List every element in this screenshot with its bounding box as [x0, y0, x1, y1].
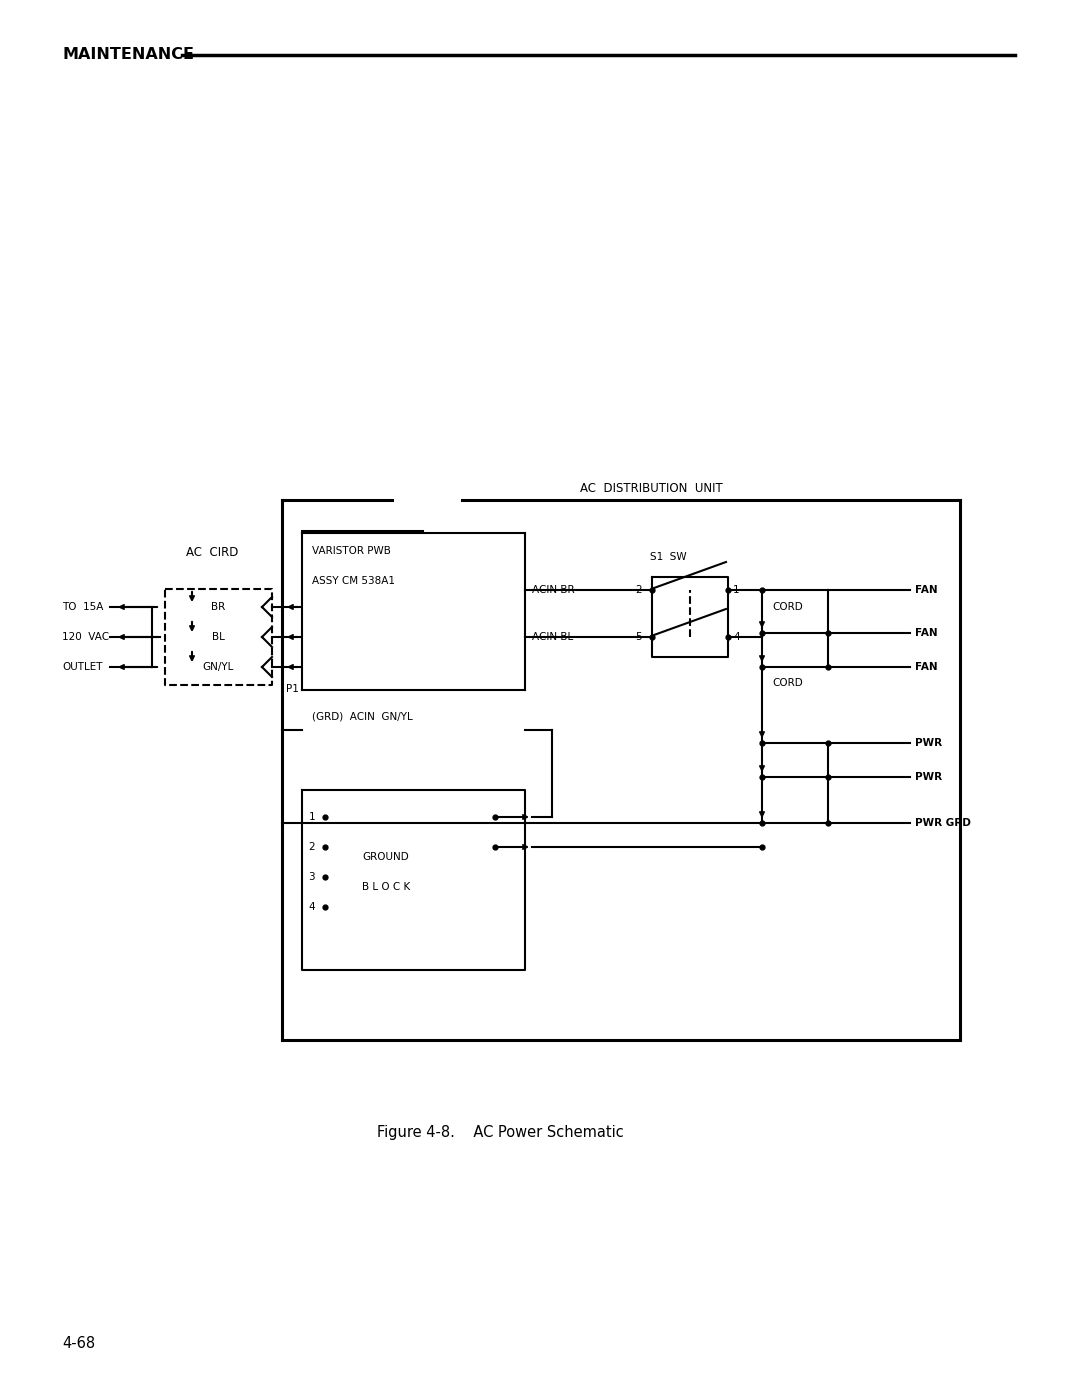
Text: 4: 4 [733, 632, 740, 642]
Text: GROUND: GROUND [362, 852, 408, 862]
Text: PWR GRD: PWR GRD [915, 817, 971, 829]
Text: B L O C K: B L O C K [362, 882, 410, 891]
Text: (GRD)  ACIN  GN/YL: (GRD) ACIN GN/YL [312, 711, 413, 723]
Text: S1  SW: S1 SW [650, 552, 686, 562]
Text: Figure 4-8.    AC Power Schematic: Figure 4-8. AC Power Schematic [377, 1126, 623, 1141]
Text: TO  15A: TO 15A [62, 603, 104, 612]
Text: BR: BR [211, 603, 225, 612]
Text: BL: BL [212, 632, 225, 642]
Text: FAN: FAN [915, 663, 937, 672]
Text: OUTLET: OUTLET [62, 663, 103, 672]
Text: PWR: PWR [915, 738, 942, 748]
Text: 120  VAC: 120 VAC [62, 632, 109, 642]
Text: CORD: CORD [772, 678, 802, 688]
Text: PWR: PWR [915, 771, 942, 783]
Text: 2: 2 [635, 585, 642, 596]
Text: ASSY CM 538A1: ASSY CM 538A1 [312, 576, 395, 586]
Text: 2: 2 [309, 843, 315, 852]
Text: AC  DISTRIBUTION  UNIT: AC DISTRIBUTION UNIT [580, 481, 723, 494]
Text: GN/YL: GN/YL [202, 663, 233, 672]
Text: 1: 1 [309, 812, 315, 822]
Text: VARISTOR PWB: VARISTOR PWB [312, 545, 391, 557]
Text: 1: 1 [733, 585, 740, 596]
Text: FAN: FAN [915, 585, 937, 596]
Text: ACIN BL: ACIN BL [532, 632, 573, 642]
Text: FAN: FAN [915, 628, 937, 638]
Text: 5: 5 [635, 632, 642, 642]
Text: CORD: CORD [772, 603, 802, 612]
Text: 4: 4 [309, 903, 315, 912]
Text: 4-68: 4-68 [62, 1335, 95, 1350]
Text: MAINTENANCE: MAINTENANCE [62, 47, 194, 63]
Text: 3: 3 [309, 872, 315, 882]
Text: P1: P1 [286, 684, 299, 693]
Text: ACIN BR: ACIN BR [532, 585, 575, 596]
Text: AC  CIRD: AC CIRD [186, 547, 239, 559]
